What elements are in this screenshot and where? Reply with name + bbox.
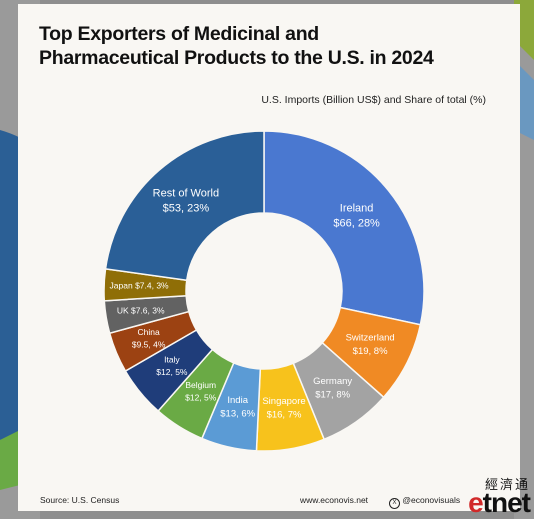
slice-label-switzerland-value: $19, 8% — [353, 346, 388, 357]
donut-slices — [103, 130, 425, 452]
logo-latin-e: e — [468, 487, 484, 518]
logo-latin-rest: tnet — [482, 487, 531, 518]
social-handle[interactable]: X @econovisuals — [389, 495, 460, 509]
slice-label-india-value: $13, 6% — [220, 408, 255, 419]
slice-label-ireland-value: $66, 28% — [333, 218, 380, 230]
slice-label-china-name: China — [138, 327, 160, 337]
slice-label-singapore-value: $16, 7% — [267, 410, 302, 421]
etnet-logo: 經濟通 etnet — [462, 474, 534, 519]
slice-label-japan-name: Japan $7.4, 3% — [110, 280, 170, 290]
slice-label-italy-name: Italy — [164, 354, 180, 364]
x-logo-icon: X — [389, 498, 400, 509]
slice-label-belgium-value: $12, 5% — [185, 392, 217, 402]
website-link[interactable]: www.econovis.net — [300, 495, 369, 505]
slice-label-switzerland-name: Switzerland — [346, 333, 395, 344]
chart-subtitle: U.S. Imports (Billion US$) and Share of … — [261, 94, 486, 106]
slice-label-rest-of-world-name: Rest of World — [153, 188, 219, 200]
source-note: Source: U.S. Census — [40, 495, 120, 505]
slice-label-italy-value: $12, 5% — [156, 367, 188, 377]
logo-latin-text: etnet — [468, 487, 531, 518]
slice-label-belgium-name: Belgium — [185, 380, 216, 390]
slice-label-uk-name: UK $7.6, 3% — [117, 306, 165, 316]
logo-chinese-text: 經濟通 — [484, 478, 530, 493]
donut-labels: Ireland $66, 28% Switzerland $19, 8% Germany… — [110, 188, 395, 421]
infographic-card: Top Exporters of Medicinal and Pharmaceu… — [18, 4, 520, 511]
slice-label-china-value: $9.5, 4% — [132, 340, 166, 350]
slice-rest-of-world — [104, 130, 265, 282]
slice-label-germany-value: $17, 8% — [315, 389, 350, 400]
slice-ireland — [263, 130, 425, 326]
slice-label-germany-name: Germany — [313, 376, 352, 387]
social-handle-text: @econovisuals — [402, 495, 461, 505]
slice-label-india-name: India — [227, 395, 248, 406]
donut-chart: Ireland $66, 28% Switzerland $19, 8% Germany… — [103, 130, 425, 452]
chart-title: Top Exporters of Medicinal and Pharmaceu… — [39, 23, 434, 69]
slice-label-rest-of-world-value: $53, 23% — [163, 203, 210, 215]
slice-label-singapore-name: Singapore — [262, 396, 305, 407]
slice-label-ireland-name: Ireland — [340, 203, 374, 215]
